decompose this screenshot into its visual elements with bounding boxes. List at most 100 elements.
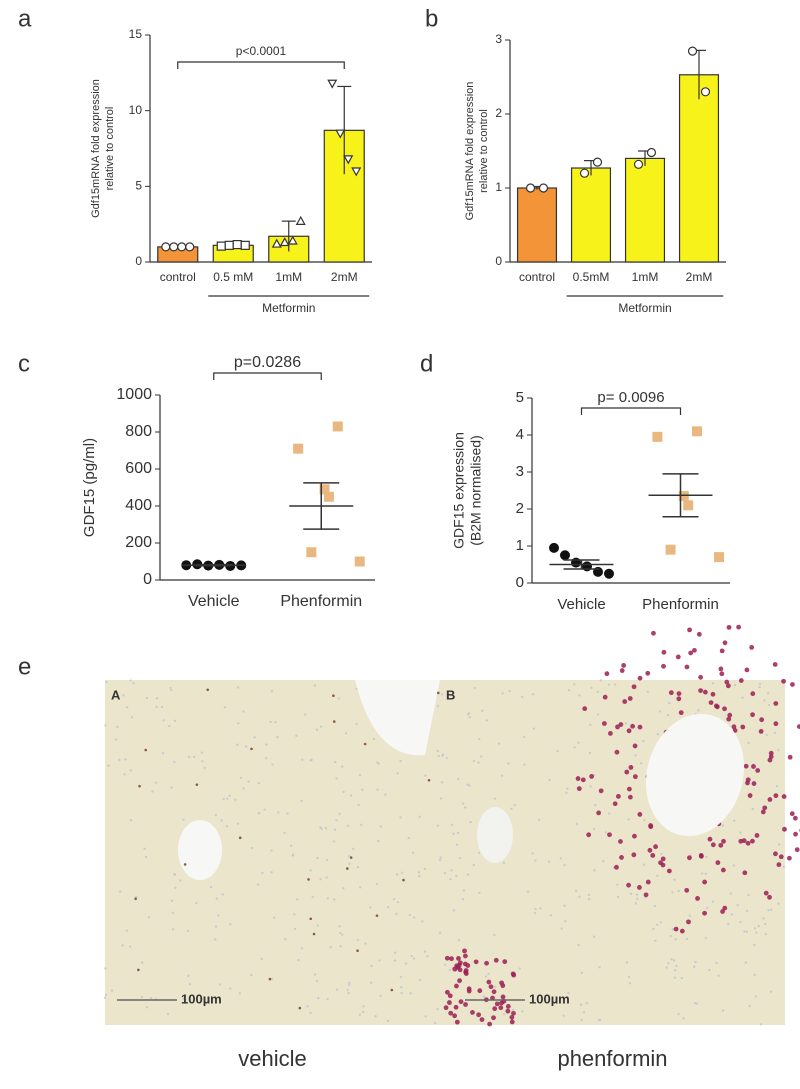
data-point — [306, 547, 317, 558]
nucleus — [526, 890, 530, 893]
nucleus — [711, 900, 715, 903]
nucleus — [356, 938, 360, 942]
stain — [786, 855, 792, 861]
bar — [624, 157, 666, 263]
significance-bracket — [213, 372, 322, 380]
stain — [402, 878, 405, 882]
data-point — [271, 238, 282, 248]
nucleus — [567, 991, 570, 995]
data-point — [549, 542, 559, 553]
stain — [457, 960, 463, 966]
nucleus — [132, 682, 135, 685]
nucleus — [588, 751, 592, 755]
nucleus — [482, 995, 486, 998]
stain — [745, 777, 751, 783]
nucleus — [773, 731, 777, 735]
nucleus — [547, 860, 551, 863]
x-tick-label: 2mM — [331, 270, 358, 284]
nucleus — [625, 961, 629, 964]
nucleus — [711, 682, 715, 685]
nucleus — [247, 780, 250, 783]
nucleus — [379, 825, 382, 828]
nucleus — [487, 972, 490, 976]
nucleus — [677, 1012, 680, 1016]
stain — [754, 833, 760, 838]
data-point — [714, 552, 724, 563]
stain — [445, 989, 450, 995]
nucleus — [265, 743, 268, 746]
stain — [790, 682, 795, 687]
nucleus — [277, 811, 280, 814]
stain — [653, 844, 658, 850]
nucleus — [705, 855, 708, 859]
nucleus — [110, 989, 114, 992]
stain — [632, 743, 638, 749]
nucleus — [747, 741, 750, 745]
stain — [492, 1006, 498, 1012]
nucleus — [732, 864, 736, 867]
nucleus — [654, 939, 657, 942]
nucleus — [151, 790, 154, 793]
stain — [745, 840, 751, 846]
nucleus — [452, 909, 456, 912]
nucleus — [469, 820, 472, 824]
nucleus — [500, 774, 504, 778]
nucleus — [358, 1013, 362, 1016]
nucleus — [467, 712, 471, 715]
nucleus — [634, 902, 638, 905]
stain — [747, 793, 753, 798]
nucleus — [200, 751, 204, 754]
nucleus — [250, 973, 253, 977]
x-tick-label: control — [160, 270, 196, 284]
stain — [626, 882, 631, 888]
nucleus — [502, 1013, 506, 1016]
stain — [626, 728, 632, 734]
stain — [463, 1002, 468, 1007]
nucleus — [171, 928, 175, 931]
nucleus — [126, 706, 129, 709]
stain — [725, 683, 731, 689]
stain — [666, 868, 672, 874]
significance-bracket — [177, 61, 345, 69]
stain — [732, 728, 738, 733]
nucleus — [501, 692, 504, 695]
nucleus — [596, 690, 600, 694]
y-tick-label: 2 — [516, 500, 524, 517]
stain — [349, 856, 353, 859]
nucleus — [733, 819, 736, 822]
data-point — [582, 561, 592, 572]
nucleus — [670, 957, 673, 961]
stain — [498, 1005, 504, 1011]
nucleus — [449, 878, 452, 881]
data-point — [652, 431, 663, 442]
stain — [509, 1014, 515, 1020]
nucleus — [238, 992, 241, 995]
nucleus — [510, 807, 513, 810]
stain — [763, 890, 769, 896]
nucleus — [585, 1001, 589, 1005]
stain — [692, 647, 697, 653]
nucleus — [306, 1005, 309, 1008]
nucleus — [759, 1023, 763, 1026]
nucleus — [556, 749, 559, 753]
p-value: p= 0.0096 — [597, 389, 664, 406]
stain — [751, 781, 757, 786]
nucleus — [384, 793, 387, 796]
nucleus — [594, 803, 597, 807]
scale-bar-label: 100µm — [181, 991, 222, 1006]
nucleus — [692, 965, 696, 968]
stain — [332, 694, 335, 697]
nucleus — [673, 976, 677, 979]
nucleus — [493, 933, 496, 937]
nucleus — [201, 760, 204, 763]
nucleus — [658, 710, 662, 713]
nucleus — [239, 776, 243, 780]
nucleus — [242, 710, 245, 713]
y-tick-label: 10 — [129, 103, 143, 117]
nucleus — [161, 751, 165, 755]
p-value: p<0.0001 — [236, 44, 287, 58]
stain — [499, 980, 504, 986]
stain — [452, 966, 458, 972]
nucleus — [461, 897, 465, 901]
significance-bracket — [580, 407, 682, 415]
